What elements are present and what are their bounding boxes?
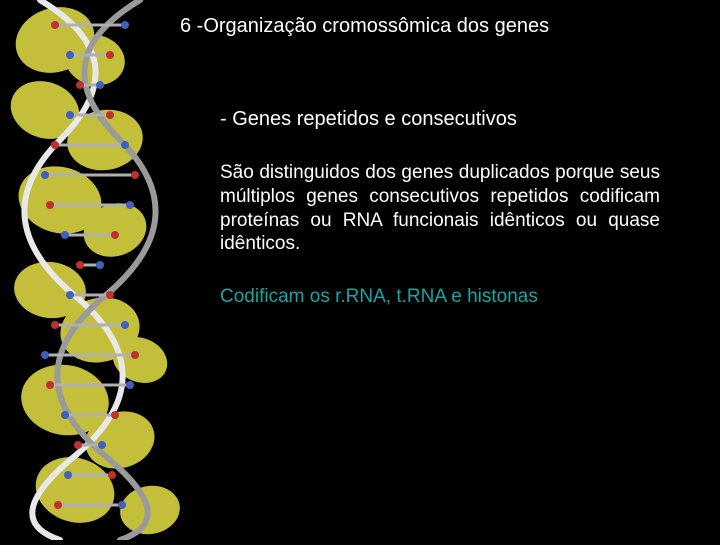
slide-body: São distinguidos dos genes duplicados po… xyxy=(220,161,660,256)
slide-title: 6 -Organização cromossômica dos genes xyxy=(180,15,700,38)
dna-helix-illustration xyxy=(0,0,200,540)
slide-content: 6 -Organização cromossômica dos genes - … xyxy=(180,15,700,308)
slide-closing: Codificam os r.RNA, t.RNA e histonas xyxy=(220,286,700,308)
slide-subtitle: - Genes repetidos e consecutivos xyxy=(220,108,700,131)
